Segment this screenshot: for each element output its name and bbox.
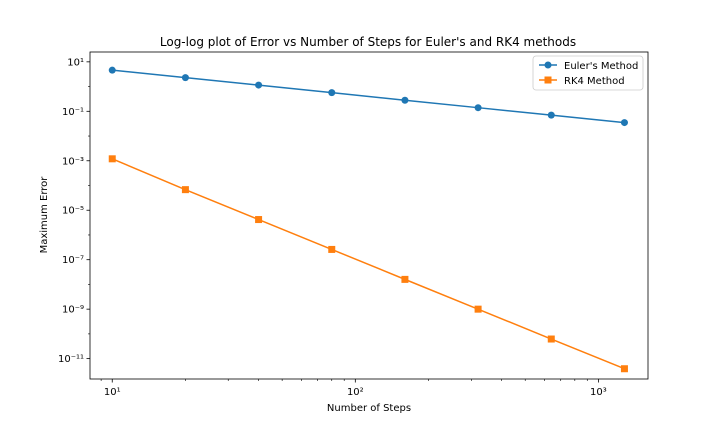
data-point bbox=[328, 89, 336, 97]
legend: Euler's Method RK4 Method bbox=[532, 55, 644, 91]
data-point bbox=[108, 66, 116, 74]
data-point bbox=[474, 104, 482, 112]
x-axis-label: Number of Steps bbox=[327, 403, 411, 414]
data-point bbox=[547, 335, 555, 343]
data-point bbox=[255, 216, 263, 224]
legend-label-rk4: RK4 Method bbox=[564, 76, 625, 87]
legend-marker-euler bbox=[544, 61, 552, 69]
data-point bbox=[108, 155, 116, 163]
y-tick-label: 10¹ bbox=[67, 57, 84, 68]
y-tick-label: 10⁻³ bbox=[62, 156, 84, 167]
x-tick-label: 10¹ bbox=[104, 387, 121, 398]
series-line-1 bbox=[111, 158, 625, 370]
data-point bbox=[328, 245, 336, 253]
data-point bbox=[620, 365, 628, 373]
data-point bbox=[547, 111, 555, 119]
legend-label-euler: Euler's Method bbox=[564, 61, 638, 72]
x-tick-label: 10³ bbox=[590, 387, 607, 398]
legend-box bbox=[532, 55, 644, 91]
y-tick-label: 10⁻⁵ bbox=[62, 206, 84, 217]
y-tick-label: 10⁻⁷ bbox=[62, 255, 84, 266]
data-point bbox=[401, 96, 409, 104]
data-point bbox=[401, 275, 409, 283]
data-point bbox=[181, 186, 189, 194]
plot-area bbox=[89, 51, 649, 380]
y-tick-label: 10⁻¹¹ bbox=[58, 354, 84, 365]
data-point bbox=[181, 74, 189, 82]
legend-marker-rk4 bbox=[544, 76, 552, 84]
y-axis-label: Maximum Error bbox=[39, 176, 50, 254]
y-axis-ticks: 10¹ 10⁻¹ 10⁻³ 10⁻⁵ 10⁻⁷ 10⁻⁹ 10⁻¹¹ bbox=[58, 57, 90, 365]
x-tick-label: 10² bbox=[347, 387, 364, 398]
y-tick-label: 10⁻¹ bbox=[62, 107, 84, 118]
series-layer bbox=[108, 66, 628, 373]
data-point bbox=[620, 119, 628, 127]
series-line-0 bbox=[112, 69, 625, 124]
x-axis-ticks: 10¹ 10² 10³ bbox=[100, 379, 607, 398]
chart-title: Log-log plot of Error vs Number of Steps… bbox=[160, 35, 576, 49]
data-point bbox=[474, 305, 482, 313]
y-tick-label: 10⁻⁹ bbox=[62, 305, 84, 316]
data-point bbox=[255, 81, 263, 89]
